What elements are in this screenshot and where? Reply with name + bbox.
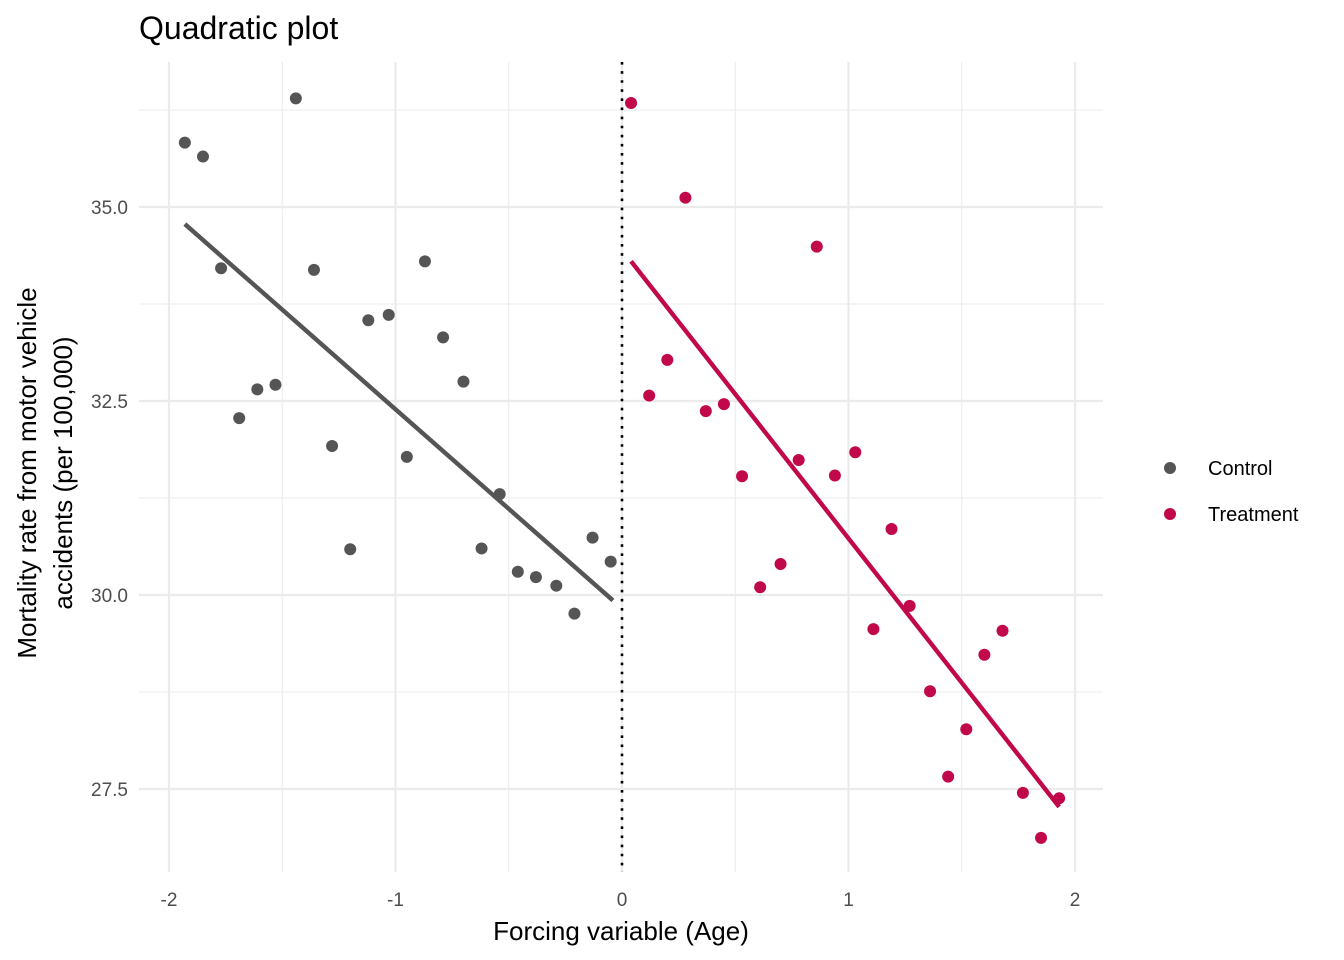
point-control (344, 543, 357, 556)
point-control (289, 92, 302, 105)
point-treatment (924, 685, 937, 698)
y-tick-labels: 27.5 30.0 32.5 35.0 (91, 198, 128, 801)
point-treatment (867, 623, 880, 636)
point-treatment (754, 581, 767, 594)
point-control (362, 314, 375, 327)
fit-line-control (183, 222, 615, 603)
point-control (586, 531, 599, 544)
point-treatment (1035, 831, 1048, 844)
point-treatment (679, 191, 692, 204)
point-control (196, 150, 209, 163)
y-tick-label: 32.5 (91, 392, 128, 413)
legend-key-treatment (1164, 508, 1176, 520)
y-tick-label: 30.0 (91, 586, 128, 607)
y-tick-label: 35.0 (91, 198, 128, 219)
point-treatment (849, 446, 862, 459)
y-axis-title: Mortality rate from motor vehicle (12, 287, 42, 658)
chart-title: Quadratic plot (139, 10, 338, 46)
point-treatment (736, 470, 749, 483)
point-control (269, 378, 282, 391)
data-points (178, 92, 1066, 844)
point-treatment (828, 469, 841, 482)
point-treatment (885, 523, 898, 536)
point-control (382, 308, 395, 321)
y-tick-label: 27.5 (91, 780, 128, 801)
point-treatment (903, 599, 916, 612)
y-axis-title-line-2: accidents (per 100,000) (48, 336, 78, 609)
x-tick-label: 1 (843, 890, 854, 911)
x-tick-label: 0 (617, 890, 628, 911)
x-tick-labels: -2 -1 0 1 2 (161, 890, 1081, 911)
legend-label-treatment: Treatment (1208, 504, 1299, 526)
point-control (493, 488, 506, 501)
point-control (307, 263, 320, 276)
point-treatment (960, 723, 973, 736)
point-treatment (792, 453, 805, 466)
point-treatment (1053, 792, 1066, 805)
x-tick-label: 2 (1070, 890, 1081, 911)
point-treatment (661, 353, 674, 366)
point-control (457, 375, 470, 388)
fit-lines (183, 222, 1061, 809)
point-treatment (942, 770, 955, 783)
point-treatment (1016, 786, 1029, 799)
legend-key-control (1164, 462, 1176, 474)
point-control (568, 607, 581, 620)
point-control (178, 136, 191, 149)
point-treatment (717, 398, 730, 411)
plot-grid (139, 62, 1103, 872)
point-control (437, 331, 450, 344)
point-control (550, 579, 563, 592)
point-control (475, 542, 488, 555)
point-treatment (978, 648, 991, 661)
y-axis-title-line-1: Mortality rate from motor vehicle (12, 287, 42, 658)
point-control (400, 450, 413, 463)
point-treatment (810, 240, 823, 253)
point-control (529, 571, 542, 584)
fit-line-treatment (629, 259, 1061, 809)
point-treatment (699, 405, 712, 418)
legend: Control Treatment (1164, 458, 1299, 526)
point-control (326, 440, 339, 453)
x-tick-label: -2 (161, 890, 178, 911)
point-control (233, 412, 246, 425)
point-treatment (774, 557, 787, 570)
legend-label-control: Control (1208, 458, 1272, 480)
point-control (215, 262, 228, 275)
point-treatment (996, 624, 1009, 637)
x-tick-label: -1 (387, 890, 404, 911)
point-control (604, 555, 617, 568)
point-treatment (625, 97, 638, 110)
point-control (511, 565, 524, 578)
x-axis-title: Forcing variable (Age) (493, 916, 749, 946)
point-control (251, 383, 264, 396)
point-treatment (643, 389, 656, 402)
point-control (418, 255, 431, 268)
